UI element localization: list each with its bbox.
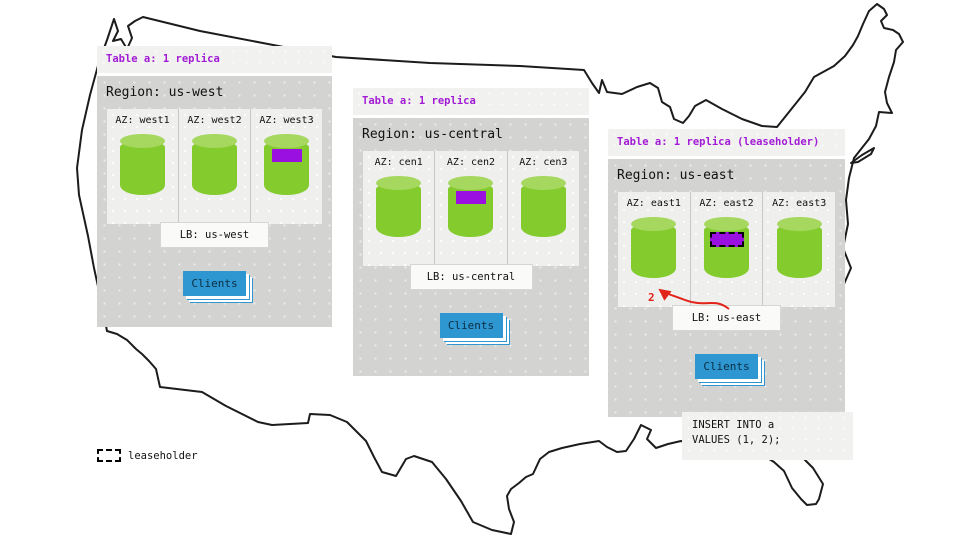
database-cylinder-icon bbox=[448, 176, 494, 237]
az-box-us-west: AZ: west1 AZ: west2 AZ: west3 bbox=[107, 109, 322, 224]
region-panel-us-east: Table a: 1 replica (leaseholder) Region:… bbox=[608, 129, 845, 417]
clients-box: Clients bbox=[183, 271, 246, 296]
load-balancer-box: LB: us-east bbox=[672, 305, 781, 331]
database-cylinder-icon bbox=[776, 217, 822, 278]
sql-line-2: VALUES (1, 2); bbox=[692, 434, 781, 447]
region-label: Region: us-east bbox=[617, 168, 735, 183]
cylinder-top bbox=[120, 134, 165, 148]
cylinder-top bbox=[264, 134, 309, 148]
table-replica-header: Table a: 1 replica (leaseholder) bbox=[608, 129, 845, 159]
database-cylinder-icon bbox=[264, 134, 309, 195]
cylinder-top bbox=[520, 176, 566, 190]
az-column-east3: AZ: east3 bbox=[762, 192, 835, 307]
az-box-us-central: AZ: cen1 AZ: cen2 AZ: cen3 bbox=[363, 151, 579, 266]
long-island-path bbox=[850, 147, 875, 164]
cylinder-top bbox=[776, 217, 822, 231]
legend-label: leaseholder bbox=[128, 449, 198, 462]
load-balancer-box: LB: us-west bbox=[160, 222, 269, 248]
az-label: AZ: west2 bbox=[187, 115, 242, 126]
replica-marker bbox=[271, 149, 302, 162]
load-balancer-box: LB: us-central bbox=[409, 264, 533, 290]
database-cylinder-icon bbox=[376, 176, 422, 237]
az-column-cen3: AZ: cen3 bbox=[506, 151, 579, 266]
database-cylinder-icon bbox=[120, 134, 165, 195]
database-cylinder-icon bbox=[520, 176, 566, 237]
database-cylinder-icon bbox=[704, 217, 749, 278]
az-column-west2: AZ: west2 bbox=[178, 109, 250, 224]
az-column-west3: AZ: west3 bbox=[250, 109, 322, 224]
az-column-cen1: AZ: cen1 bbox=[363, 151, 434, 266]
az-label: AZ: cen1 bbox=[374, 157, 423, 168]
cylinder-body bbox=[376, 183, 422, 237]
az-column-west1: AZ: west1 bbox=[107, 109, 178, 224]
cylinder-top bbox=[704, 217, 749, 231]
cylinder-top bbox=[448, 176, 494, 190]
region-label: Region: us-central bbox=[362, 127, 503, 142]
cylinder-body bbox=[520, 183, 566, 237]
legend: leaseholder bbox=[97, 449, 198, 462]
cylinder-body bbox=[120, 141, 165, 195]
region-panel-us-central: Table a: 1 replica Region: us-central AZ… bbox=[353, 88, 589, 376]
cylinder-body bbox=[776, 224, 822, 278]
az-label: AZ: east2 bbox=[699, 198, 754, 209]
region-label: Region: us-west bbox=[106, 85, 224, 100]
database-cylinder-icon bbox=[631, 217, 677, 278]
table-replica-header: Table a: 1 replica bbox=[353, 88, 589, 118]
clients-box: Clients bbox=[439, 313, 503, 338]
az-box-us-east: AZ: east1 AZ: east2 AZ: east3 bbox=[618, 192, 835, 307]
az-label: AZ: east3 bbox=[772, 198, 827, 209]
region-panel-us-west: Table a: 1 replica Region: us-west AZ: w… bbox=[97, 46, 332, 327]
cylinder-body bbox=[192, 141, 237, 195]
cylinder-top bbox=[192, 134, 237, 148]
az-column-east1: AZ: east1 bbox=[618, 192, 690, 307]
cylinder-top bbox=[631, 217, 677, 231]
az-label: AZ: cen3 bbox=[519, 157, 568, 168]
leaseholder-marker bbox=[709, 232, 744, 247]
az-label: AZ: cen2 bbox=[446, 157, 496, 168]
az-label: AZ: west1 bbox=[115, 115, 170, 126]
database-cylinder-icon bbox=[192, 134, 237, 195]
region-body-us-west: Region: us-west AZ: west1 AZ: west2 AZ: … bbox=[97, 76, 332, 327]
leaseholder-swatch-icon bbox=[97, 449, 121, 462]
cylinder-top bbox=[376, 176, 422, 190]
cylinder-body bbox=[631, 224, 677, 278]
replica-marker bbox=[455, 191, 486, 204]
region-body-us-east: Region: us-east AZ: east1 AZ: east2 AZ: … bbox=[608, 159, 845, 417]
az-label: AZ: east1 bbox=[626, 198, 681, 209]
table-replica-header: Table a: 1 replica bbox=[97, 46, 332, 76]
sql-line-1: INSERT INTO a bbox=[692, 419, 775, 431]
sql-statement-box: INSERT INTO a VALUES (1, 2); bbox=[682, 412, 853, 460]
az-label: AZ: west3 bbox=[259, 115, 314, 126]
az-column-east2: AZ: east2 bbox=[689, 192, 763, 307]
arrow-step-label: 2 bbox=[648, 291, 655, 304]
region-body-us-central: Region: us-central AZ: cen1 AZ: cen2 AZ:… bbox=[353, 118, 589, 376]
clients-box: Clients bbox=[695, 354, 758, 379]
az-column-cen2: AZ: cen2 bbox=[434, 151, 506, 266]
